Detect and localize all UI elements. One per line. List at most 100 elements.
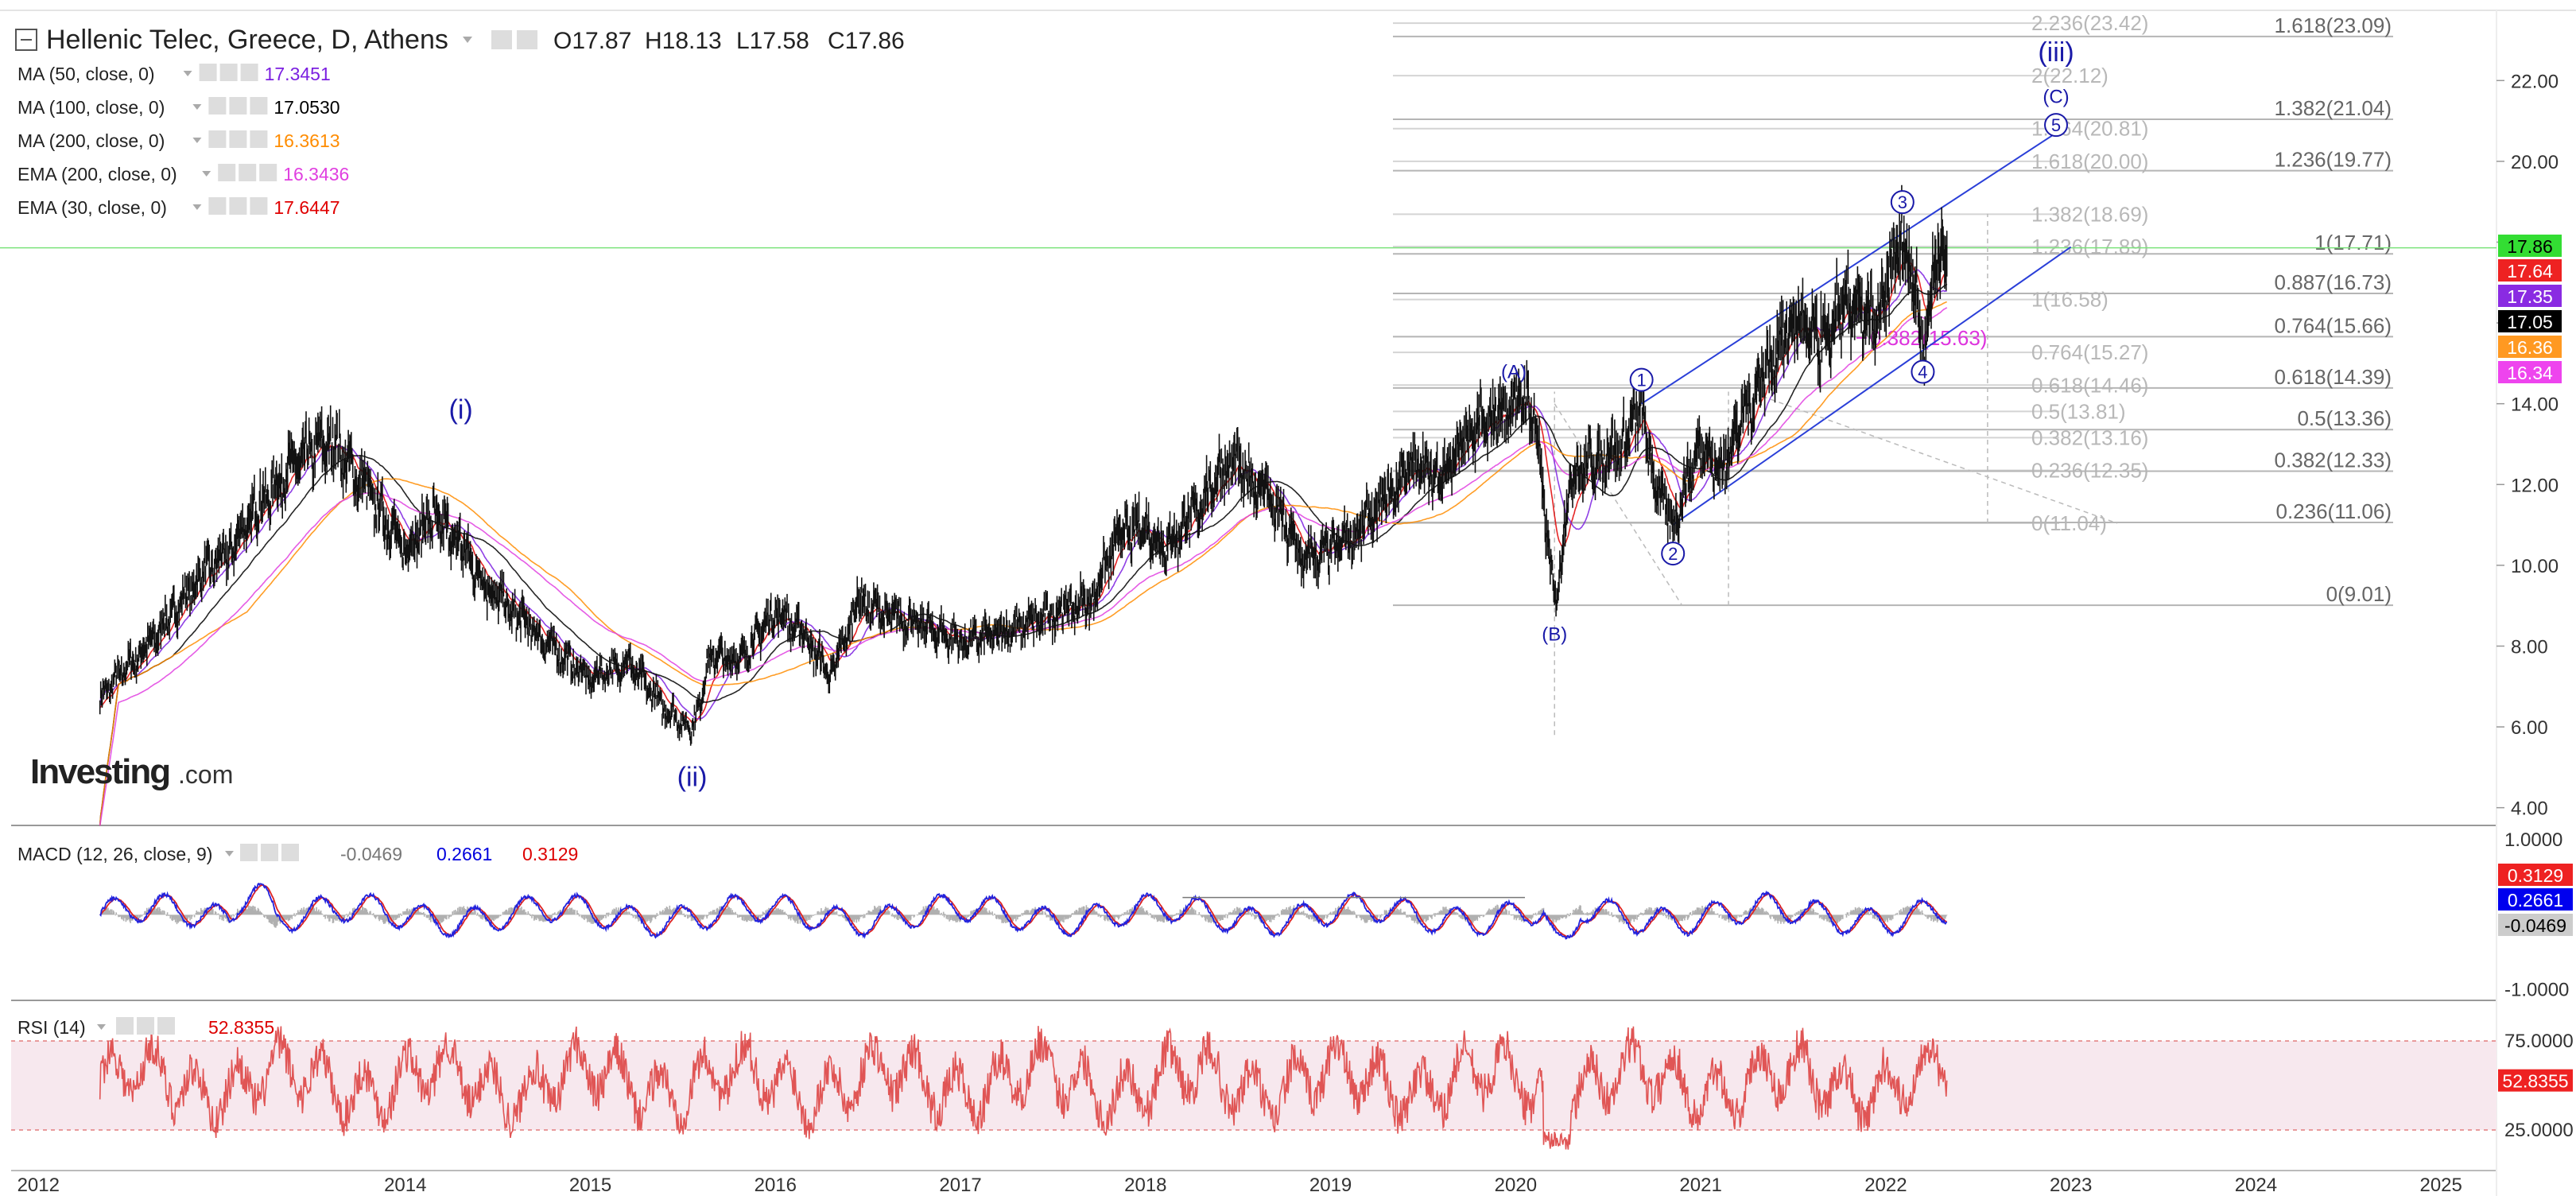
time-tick-label: 2016 <box>755 1175 797 1196</box>
time-tick-label: 2012 <box>17 1175 60 1196</box>
wave-label: (B) <box>1542 624 1567 646</box>
gear-icon <box>229 197 247 215</box>
indicator-name: MA (50, close, 0) <box>17 64 155 84</box>
time-tick-label: 2017 <box>939 1175 981 1196</box>
fib-left-label: 0.5(13.81) <box>2031 399 2126 423</box>
macd-tick-label: 1.0000 <box>2504 829 2562 851</box>
gear-icon[interactable] <box>517 30 537 49</box>
indicator-name: MA (200, close, 0) <box>17 130 165 151</box>
chevron-down-icon[interactable] <box>463 37 472 43</box>
trend-annotations <box>0 126 2496 736</box>
price-tick-label: 10.00 <box>2511 556 2559 577</box>
fib-right-label: 0.887(16.73) <box>2275 270 2392 294</box>
fib-left-label: 1.382(18.69) <box>2031 202 2148 226</box>
fib-left-label: 2.236(23.42) <box>2031 11 2148 35</box>
wave-circle <box>1890 190 1915 215</box>
chart-header: Hellenic Telec, Greece, D, Athens O17.87… <box>15 25 905 55</box>
macd-header: MACD (12, 26, close, 9) -0.0469 0.2661 0.31… <box>17 844 578 864</box>
elliott-wave-labels: (i) (ii) (A) (B) 1 2 3 4 5 (C) (iii) <box>449 37 2074 793</box>
eye-icon <box>208 97 227 115</box>
time-tick-label: 2025 <box>2419 1175 2462 1196</box>
gear-icon <box>239 164 257 181</box>
close-icon <box>250 97 268 115</box>
chevron-down-icon <box>97 1024 106 1030</box>
chevron-down-icon <box>192 104 202 110</box>
macd-badge-label: -0.0469 <box>2504 915 2566 936</box>
macd-badge <box>2498 864 2573 886</box>
fib-right-label: 1.382(21.04) <box>2275 96 2392 120</box>
price-badge <box>2498 336 2562 358</box>
eye-icon <box>116 1017 134 1035</box>
indicator-value: 16.3613 <box>274 130 339 151</box>
price-badge <box>2498 235 2562 257</box>
wave-label: (iii) <box>2038 37 2074 68</box>
rsi-tick-label: 75.0000 <box>2504 1031 2574 1052</box>
chevron-down-icon <box>192 138 202 143</box>
eye-icon <box>208 130 227 148</box>
fib-right-label: 0.382(12.33) <box>2275 448 2392 472</box>
time-axis: 2012 2014 2015 2016 2017 2018 2019 2020 2021 2022… <box>17 1175 2462 1196</box>
time-tick-label: 2023 <box>2050 1175 2092 1196</box>
close-icon <box>250 197 268 215</box>
price-badge-label: 17.05 <box>2507 312 2553 332</box>
indicator-value: 17.6447 <box>274 197 339 218</box>
eye-icon <box>199 64 217 81</box>
time-tick-label: 2015 <box>569 1175 611 1196</box>
rsi-pane <box>11 1026 2496 1150</box>
logo-brand: Investing <box>30 752 169 791</box>
indicator-value: 17.3451 <box>265 64 331 84</box>
macd-line <box>99 883 1948 940</box>
wave-label: 5 <box>2051 115 2061 135</box>
macd-value: 0.3129 <box>522 844 578 864</box>
fibonacci-levels: 2.236(23.42)2(22.12)1.764(20.81)1.618(20… <box>1393 11 2393 607</box>
ohlc-values: O17.87 H18.13 L17.58 C17.86 <box>553 28 905 54</box>
channel-lower <box>1672 246 2072 526</box>
indicator-value: 16.3436 <box>283 164 349 184</box>
price-tick-label: 14.00 <box>2511 394 2559 416</box>
price-tick-label: 6.00 <box>2511 717 2548 739</box>
fib-right-label: 0.236(11.06) <box>2275 499 2392 523</box>
rsi-name: RSI (14) <box>17 1017 86 1038</box>
wave-label: 3 <box>1898 192 1907 212</box>
time-tick-label: 2020 <box>1495 1175 1537 1196</box>
close-icon <box>281 844 299 861</box>
eye-icon <box>240 844 258 861</box>
price-badge-label: 16.34 <box>2507 363 2553 383</box>
time-tick-label: 2022 <box>1864 1175 1907 1196</box>
time-tick-label: 2018 <box>1124 1175 1166 1196</box>
eye-icon <box>218 164 236 181</box>
macd-value: 0.2661 <box>436 844 492 864</box>
price-series <box>99 184 1948 746</box>
channel-upper <box>1641 126 2066 405</box>
fib-right-label: 0.618(14.39) <box>2275 365 2392 389</box>
rsi-header: RSI (14) 52.8355 <box>17 1017 274 1038</box>
price-tick-label: 20.00 <box>2511 152 2559 173</box>
price-pane: 2.236(23.42)2(22.12)1.764(20.81)1.618(20… <box>0 11 2496 826</box>
gear-icon <box>229 97 247 115</box>
price-tick-label: 8.00 <box>2511 636 2548 658</box>
price-badge-label: 17.86 <box>2507 236 2553 257</box>
fib-right-label: 0.764(15.66) <box>2275 313 2392 337</box>
price-badge-label: 17.64 <box>2507 261 2553 282</box>
fib-left-label: 1(16.58) <box>2031 288 2109 312</box>
chevron-down-icon <box>183 71 192 76</box>
price-tick-label: 4.00 <box>2511 798 2548 820</box>
wave-circle <box>1661 542 1686 566</box>
macd-pane <box>99 883 1948 940</box>
gear-icon <box>229 130 247 148</box>
macd-value: -0.0469 <box>340 844 402 864</box>
price-axis: 22.0020.0018.0016.0014.0012.0010.008.006… <box>2496 71 2574 1141</box>
pane-frames <box>0 10 2576 1196</box>
rsi-tick-label: 25.0000 <box>2504 1120 2574 1141</box>
price-badge <box>2498 310 2562 332</box>
close-icon <box>240 64 258 81</box>
chevron-down-icon <box>202 171 211 177</box>
macd-badge-label: 0.3129 <box>2508 865 2563 886</box>
indicator-name: EMA (30, close, 0) <box>17 197 167 218</box>
wave-label: (C) <box>2043 87 2069 108</box>
price-badge <box>2498 285 2562 307</box>
settings-icon[interactable] <box>491 30 512 49</box>
fib-right-label: 0.5(13.36) <box>2297 406 2392 430</box>
gear-icon <box>261 844 278 861</box>
